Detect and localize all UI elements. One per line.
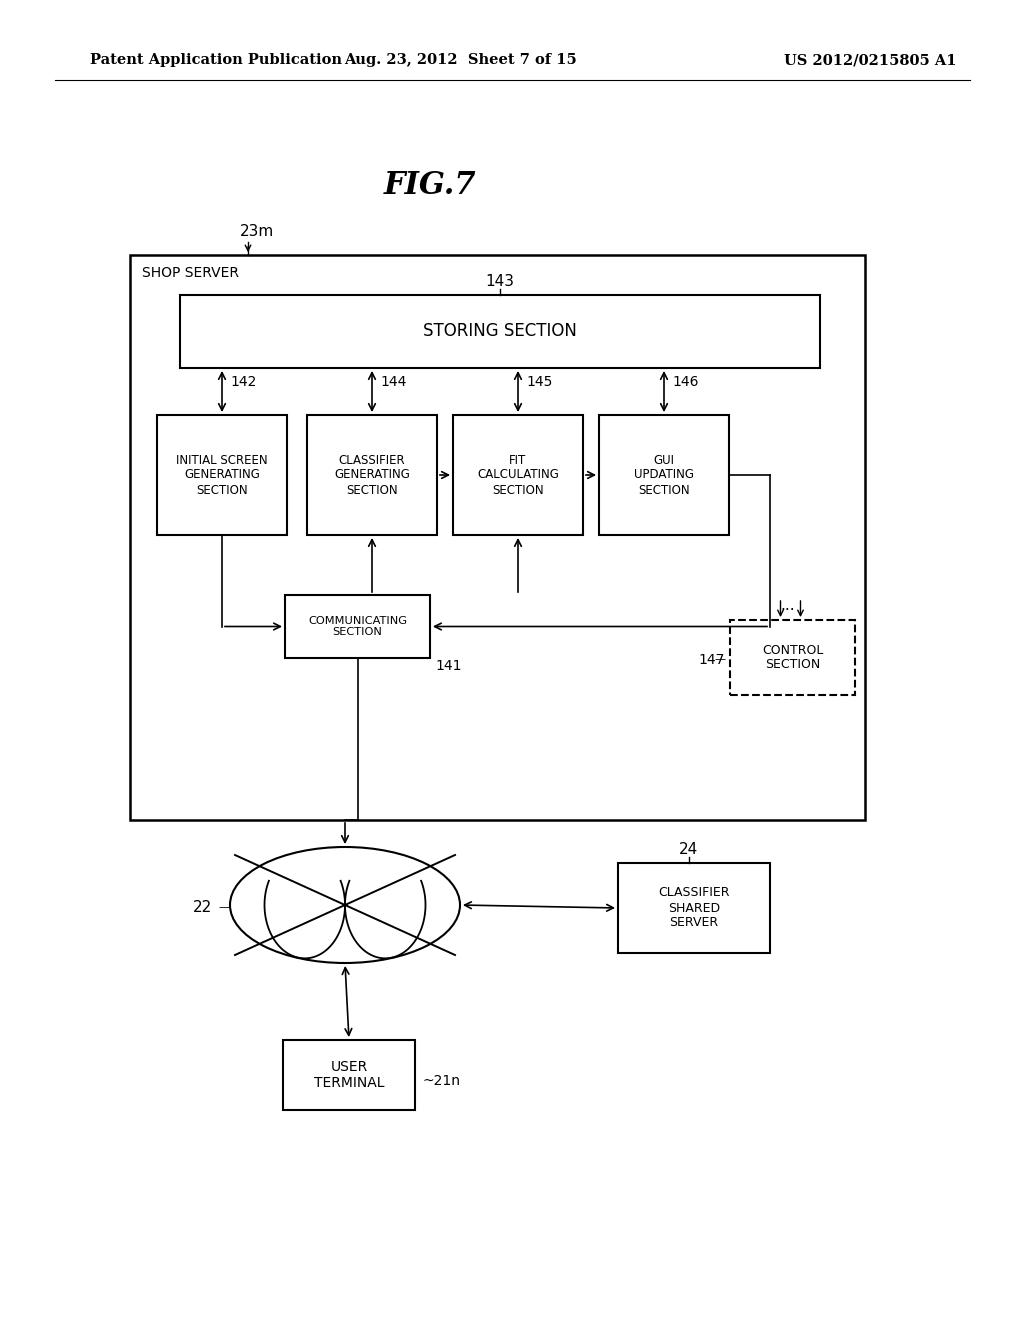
- Bar: [730, 620, 855, 696]
- Text: CLASSIFIER
SHARED
SERVER: CLASSIFIER SHARED SERVER: [658, 887, 730, 929]
- Text: INITIAL SCREEN
GENERATING
SECTION: INITIAL SCREEN GENERATING SECTION: [176, 454, 268, 496]
- Bar: [283, 1040, 415, 1110]
- Bar: [599, 414, 729, 535]
- Text: COMMUNICATING
SECTION: COMMUNICATING SECTION: [308, 615, 407, 638]
- Text: 22: 22: [193, 899, 212, 915]
- Text: GUI
UPDATING
SECTION: GUI UPDATING SECTION: [634, 454, 694, 496]
- Bar: [307, 414, 437, 535]
- Text: ~21n: ~21n: [423, 1074, 461, 1088]
- Text: US 2012/0215805 A1: US 2012/0215805 A1: [783, 53, 956, 67]
- Text: 143: 143: [485, 273, 514, 289]
- Bar: [130, 255, 865, 820]
- Ellipse shape: [230, 847, 460, 964]
- Text: —: —: [715, 655, 726, 664]
- Text: 147: 147: [698, 652, 724, 667]
- Text: —: —: [218, 902, 229, 912]
- Text: 141: 141: [435, 659, 462, 673]
- Text: CONTROL
SECTION: CONTROL SECTION: [762, 644, 823, 672]
- Text: 142: 142: [230, 375, 256, 389]
- Text: ...: ...: [780, 598, 795, 614]
- Text: 146: 146: [672, 375, 698, 389]
- Text: FIT
CALCULATING
SECTION: FIT CALCULATING SECTION: [477, 454, 559, 496]
- Text: 144: 144: [380, 375, 407, 389]
- Bar: [157, 414, 287, 535]
- Bar: [618, 863, 770, 953]
- Text: 23m: 23m: [240, 224, 274, 239]
- Text: CLASSIFIER
GENERATING
SECTION: CLASSIFIER GENERATING SECTION: [334, 454, 410, 496]
- Text: SHOP SERVER: SHOP SERVER: [142, 267, 239, 280]
- Bar: [180, 294, 820, 368]
- Text: STORING SECTION: STORING SECTION: [423, 322, 577, 341]
- Text: FIG.7: FIG.7: [384, 169, 476, 201]
- Text: Aug. 23, 2012  Sheet 7 of 15: Aug. 23, 2012 Sheet 7 of 15: [344, 53, 577, 67]
- Text: Patent Application Publication: Patent Application Publication: [90, 53, 342, 67]
- Text: 24: 24: [679, 842, 698, 857]
- Text: 145: 145: [526, 375, 552, 389]
- Bar: [453, 414, 583, 535]
- Bar: [285, 595, 430, 657]
- Text: USER
TERMINAL: USER TERMINAL: [313, 1060, 384, 1090]
